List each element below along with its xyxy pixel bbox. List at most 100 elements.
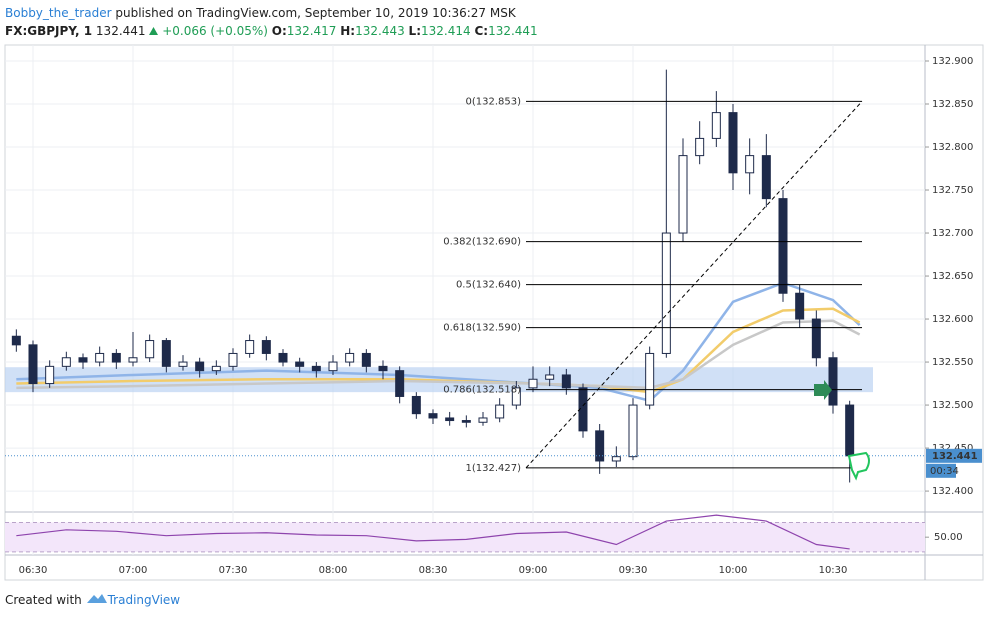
y-tick-label: 132.700 bbox=[932, 228, 973, 239]
ohlc-value: 132.441 bbox=[488, 24, 538, 38]
footer-prefix: Created with bbox=[5, 593, 82, 607]
candle-body bbox=[328, 361, 338, 372]
y-tick-label: 132.750 bbox=[932, 185, 973, 196]
countdown-label: 00:34 bbox=[930, 466, 959, 477]
candle-body bbox=[761, 155, 771, 200]
candle-body bbox=[195, 361, 205, 372]
fib-label: 0.786(132.518) bbox=[443, 385, 521, 396]
candle-body bbox=[78, 357, 88, 363]
last: 132.441 bbox=[95, 24, 146, 38]
candle-body bbox=[28, 344, 38, 385]
fib-label: 0.618(132.590) bbox=[443, 323, 521, 334]
y-tick-label: 132.900 bbox=[932, 56, 973, 67]
ohlc-value: 132.443 bbox=[355, 24, 405, 38]
candle-body bbox=[778, 198, 788, 294]
candle-body bbox=[95, 352, 105, 363]
candle-body bbox=[695, 137, 705, 157]
candle-body bbox=[561, 374, 571, 389]
candle-body bbox=[261, 340, 271, 354]
candle-body bbox=[128, 357, 138, 363]
arrow-icon bbox=[814, 380, 832, 400]
candle-body bbox=[345, 352, 355, 363]
y-tick-label: 132.650 bbox=[932, 271, 973, 282]
y-tick-label: 132.450 bbox=[932, 443, 973, 454]
up-icon bbox=[149, 27, 159, 35]
y-tick-label: 132.500 bbox=[932, 400, 973, 411]
candle-body bbox=[678, 155, 688, 234]
candle-body bbox=[428, 413, 438, 419]
last-price-box bbox=[926, 448, 982, 463]
candle-body bbox=[628, 404, 638, 458]
candle-body bbox=[661, 232, 671, 354]
frame bbox=[4, 44, 984, 581]
footer-brand[interactable]: TradingView bbox=[107, 593, 181, 607]
candle-body bbox=[361, 352, 371, 367]
candle-body bbox=[811, 318, 821, 359]
y-tick-label: 50.00 bbox=[934, 532, 963, 543]
change: +0.066 (+0.05%) bbox=[162, 24, 268, 38]
fib-label: 0.382(132.690) bbox=[443, 237, 521, 248]
y-tick-label: 132.400 bbox=[932, 486, 973, 497]
candle-body bbox=[295, 361, 305, 367]
candle-body bbox=[445, 417, 455, 422]
candle-body bbox=[411, 395, 421, 415]
moving-average bbox=[16, 319, 861, 390]
chart: 06:30 07:00 07:30 08:00 08:30 09:00 09:30 10:00… bbox=[4, 44, 984, 581]
header: Bobby_the_trader published on TradingVie… bbox=[5, 4, 538, 40]
x-tick-label: 09:30 bbox=[619, 565, 648, 576]
published: published on TradingView.com, September … bbox=[115, 6, 516, 20]
header-line: FX:GBPJPY, 1 132.441 +0.066 (+0.05%) O:1… bbox=[5, 22, 538, 40]
candle-body bbox=[795, 292, 805, 320]
x-tick-label: 06:30 bbox=[19, 565, 48, 576]
x-tick-label: 10:00 bbox=[719, 565, 748, 576]
ohlc-key: O: bbox=[271, 24, 287, 38]
candle-body bbox=[595, 430, 605, 462]
footer: Created with TradingView bbox=[5, 592, 180, 607]
candle-body bbox=[711, 112, 721, 139]
hand-icon bbox=[847, 451, 870, 481]
candle-body bbox=[145, 340, 155, 359]
ohlc-value: 132.417 bbox=[286, 24, 337, 38]
rsi-band bbox=[5, 522, 925, 552]
candle-body bbox=[311, 365, 321, 372]
candle-body bbox=[228, 352, 238, 367]
candle-body bbox=[545, 374, 555, 380]
candle-body bbox=[395, 370, 405, 397]
candle-body bbox=[645, 352, 655, 406]
y-tick-label: 132.600 bbox=[932, 314, 973, 325]
candle-body bbox=[178, 361, 188, 367]
ohlc-key: L: bbox=[408, 24, 421, 38]
candle-body bbox=[61, 357, 71, 367]
candle-body bbox=[211, 365, 221, 372]
trend-line bbox=[525, 101, 863, 469]
candle-body bbox=[845, 404, 855, 457]
x-tick-label: 08:00 bbox=[319, 565, 348, 576]
candle-body bbox=[161, 340, 171, 367]
candle-body bbox=[478, 417, 488, 423]
candle-body bbox=[11, 335, 21, 346]
candle-body bbox=[111, 352, 121, 363]
author[interactable]: Bobby_the_trader bbox=[5, 6, 112, 20]
x-tick-label: 08:30 bbox=[419, 565, 448, 576]
candle-body bbox=[828, 357, 838, 406]
header-line: Bobby_the_trader published on TradingVie… bbox=[5, 4, 538, 22]
fib-label: 0(132.853) bbox=[465, 96, 521, 107]
fib-label: 1(132.427) bbox=[465, 463, 521, 474]
y-tick-label: 132.850 bbox=[932, 99, 973, 110]
countdown-box bbox=[926, 463, 956, 478]
candle-body bbox=[611, 456, 621, 462]
x-tick-label: 07:30 bbox=[219, 565, 248, 576]
candle-body bbox=[378, 365, 388, 372]
y-tick-label: 132.800 bbox=[932, 142, 973, 153]
last-price-label: 132.441 bbox=[932, 451, 978, 462]
candle-body bbox=[45, 365, 55, 385]
ohlc-value: 132.414 bbox=[421, 24, 471, 38]
x-tick-label: 10:30 bbox=[819, 565, 848, 576]
candle-body bbox=[278, 352, 288, 363]
candle-body bbox=[245, 340, 255, 354]
y-tick-label: 132.550 bbox=[932, 357, 973, 368]
ohlc-key: H: bbox=[340, 24, 356, 38]
candle-body bbox=[728, 112, 738, 174]
x-tick-label: 09:00 bbox=[519, 565, 548, 576]
